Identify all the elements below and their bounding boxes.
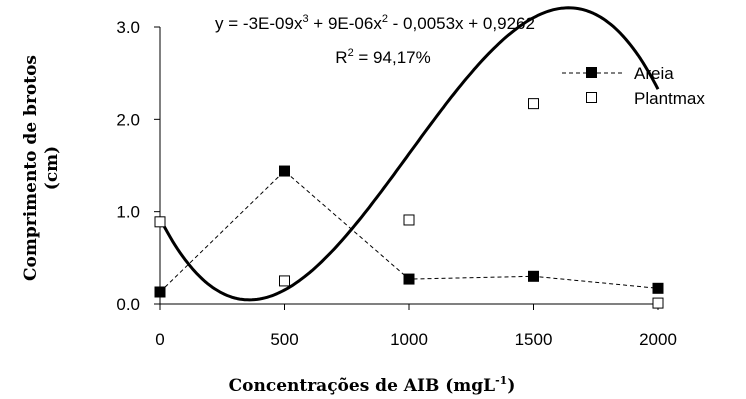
legend-areia-marker <box>586 67 597 78</box>
trendline-r-squared: R2 = 94,17% <box>335 47 430 67</box>
series-plantmax-point <box>154 216 166 228</box>
legend-areia-label: Areia <box>634 64 674 83</box>
series-areia-point <box>403 273 415 285</box>
series-plantmax-point <box>652 297 664 309</box>
legend: Areia Plantmax <box>562 64 705 108</box>
x-tick-label: 1000 <box>390 330 428 349</box>
y-tick-label: 1.0 <box>116 203 140 222</box>
x-tick-label: 0 <box>155 330 164 349</box>
trendline-curve <box>158 6 660 302</box>
trendline-equation: y = -3E-09x3 + 9E-06x2 - 0,0053x + 0,926… <box>215 13 535 33</box>
y-tick-label: 3.0 <box>116 18 140 37</box>
y-tick-label: 2.0 <box>116 110 140 129</box>
y-axis-label: Comprimento de brotos (cm) <box>21 55 62 281</box>
series-plantmax-point <box>279 275 290 287</box>
series-areia-point <box>528 270 539 282</box>
series-plantmax-point <box>528 98 539 110</box>
y-tick-label: 0.0 <box>116 295 140 314</box>
x-tick-label: 1500 <box>515 330 553 349</box>
x-axis-label: Concentrações de AIB (mgL-1) <box>229 374 516 396</box>
chart-trendline <box>158 6 660 302</box>
y-axis-label-line1: Comprimento de brotos <box>21 55 41 281</box>
series-areia-point <box>652 282 664 294</box>
chart-axes <box>159 27 658 305</box>
y-axis-label-line2: (cm) <box>42 146 62 190</box>
x-tick-label: 500 <box>270 330 298 349</box>
legend-plantmax-marker <box>586 92 597 103</box>
legend-plantmax-label: Plantmax <box>634 89 705 108</box>
chart-ticks: 0 500 1000 1500 2000 0.0 1.0 2.0 3.0 <box>116 18 677 349</box>
x-tick-label: 2000 <box>639 330 677 349</box>
series-plantmax-point <box>403 214 415 226</box>
chart-series <box>154 98 664 309</box>
series-areia-point <box>279 165 290 177</box>
series-areia-point <box>154 286 166 298</box>
